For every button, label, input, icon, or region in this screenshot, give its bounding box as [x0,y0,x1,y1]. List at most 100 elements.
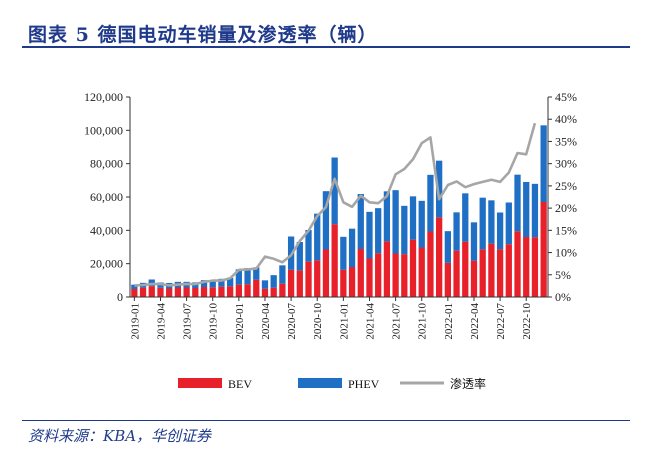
x-tick-label: 2021-07 [391,303,403,340]
phev-bar [357,194,364,249]
bev-bar [479,249,486,297]
phev-bar [392,190,399,254]
bev-bar [488,243,495,297]
x-tick-label: 2020-01 [234,303,246,340]
bev-bar [157,287,164,297]
bev-bar [383,241,391,297]
rate-line-group [134,122,537,287]
phev-bar [305,230,312,262]
phev-bar [401,205,408,255]
bev-bar [209,287,216,297]
bev-bar [514,231,521,297]
phev-bar [488,200,495,244]
x-tick-label: 2022-01 [443,303,455,340]
x-tick-label: 2019-04 [155,303,167,340]
x-tick-label: 2021-04 [364,303,376,340]
bev-bar [183,287,190,297]
legend-label-bev: BEV [228,377,252,391]
phev-bar [409,196,417,240]
bev-bar [496,249,504,297]
bev-bar [401,254,408,297]
bev-bar [409,239,417,297]
left-tick-label: 80,000 [90,157,123,171]
phev-bar [296,242,303,271]
x-axis: 2019-01 2019-04 2019-07 2019-10 2020-01 2020-… [129,296,548,340]
bev-bar [531,237,539,297]
footer-divider [22,420,630,421]
x-tick-label: 2021-10 [417,303,429,340]
bev-bar [453,250,460,297]
x-tick-label: 2020-10 [312,303,324,340]
x-tick-label: 2019-07 [182,303,194,340]
bev-bar [174,287,182,297]
bev-bar [340,269,347,297]
title-divider [22,46,630,48]
phev-bar [462,193,469,242]
right-tick-label: 15% [555,223,577,237]
right-tick-label: 40% [555,112,577,126]
phev-bar [470,222,478,261]
bev-bar [261,288,269,297]
x-tick-label: 2019-01 [129,303,141,340]
phev-bar [209,280,216,288]
right-axis: 0% 5% 10% 15% 20% 25% 30% 35% 40% 45% [547,90,577,304]
bev-bar [131,289,138,297]
legend-swatch-phev [298,378,342,388]
bev-bar [505,244,512,297]
bev-bar [375,253,382,297]
x-tick-label: 2022-04 [469,303,481,340]
bev-bar [392,253,399,297]
bev-bar [270,287,277,297]
bev-bar [357,249,364,297]
phev-bar [340,236,347,270]
phev-bar [436,160,443,218]
bev-bar [139,287,147,297]
right-tick-label: 0% [555,290,571,304]
phev-bar [383,191,391,242]
bev-bar [366,258,373,297]
bev-bar [523,237,530,297]
right-tick-label: 20% [555,201,577,215]
title-bar: 图表 5 德国电动车销量及渗透率（辆） [0,14,650,50]
phev-bar [270,275,277,288]
bev-bar [348,267,356,297]
bev-bar [322,249,330,297]
phev-bar [331,157,338,225]
phev-bar [131,284,138,289]
x-tick-label: 2022-10 [521,303,533,340]
right-tick-label: 10% [555,246,577,260]
phev-bar [235,269,242,285]
chart-title: 图表 5 德国电动车销量及渗透率（辆） [28,24,378,46]
left-tick-label: 100,000 [84,123,123,137]
phev-bar [218,278,225,287]
phev-bar [444,231,451,263]
phev-bar [348,228,356,267]
bev-bar [279,283,286,297]
phev-bar [479,197,486,250]
phev-bar [505,202,512,245]
right-tick-label: 45% [555,90,577,104]
bev-bar [227,286,234,297]
bev-bar [244,284,251,297]
phev-bar [453,212,460,251]
phev-bar [523,182,530,237]
right-tick-label: 25% [555,179,577,193]
bev-bar [192,288,199,297]
bev-bar [314,260,321,297]
left-tick-label: 60,000 [90,190,123,204]
phev-bar [279,265,286,284]
phev-bar [496,212,504,250]
x-tick-label: 2022-07 [495,303,507,340]
bev-bar [427,231,434,297]
phev-bar [427,174,434,232]
phev-bar [375,208,382,254]
bev-bar [235,284,242,297]
bev-bar [253,279,260,297]
bars-group [131,125,547,297]
bev-bar [166,288,173,297]
left-tick-label: 0 [117,290,123,304]
bev-bar [418,247,425,297]
phev-bar [418,200,425,248]
left-tick-label: 40,000 [90,223,123,237]
